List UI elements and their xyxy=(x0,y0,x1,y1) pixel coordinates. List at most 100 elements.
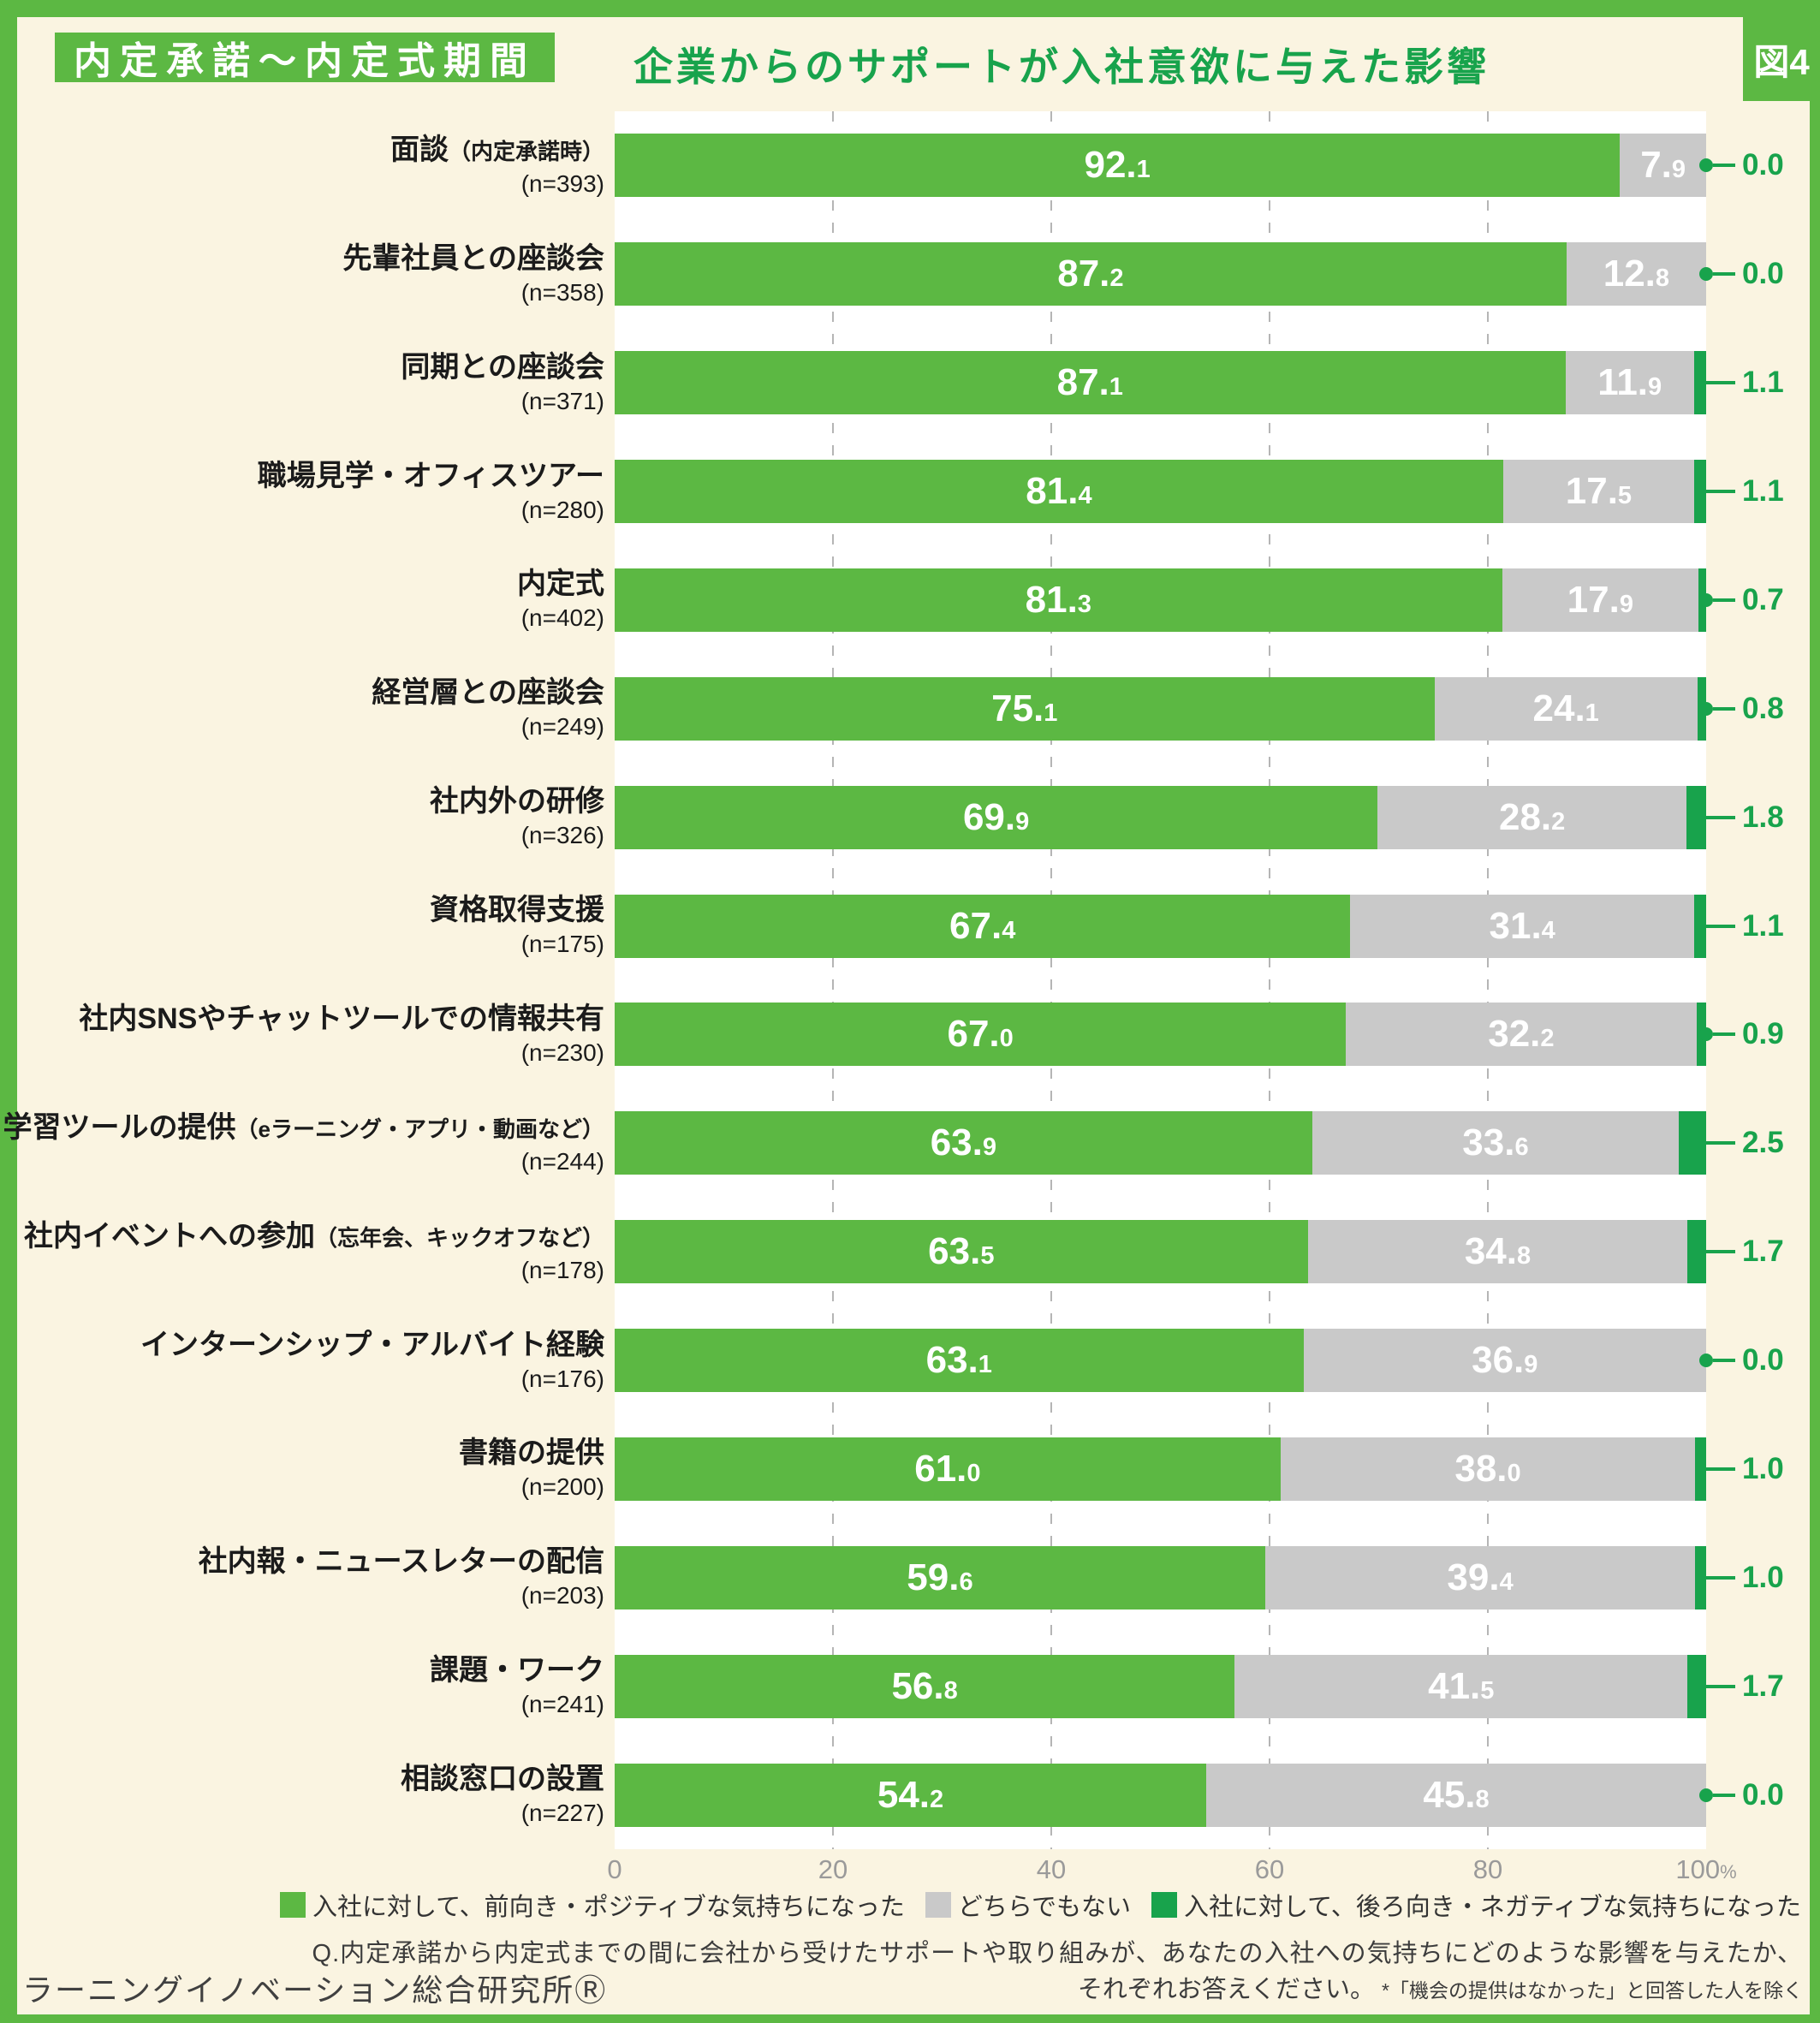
neutral-segment: 38.0 xyxy=(1280,1437,1696,1501)
source-label: ラーニングイノベーション総合研究所Ⓡ xyxy=(22,1972,608,2008)
category-label-main: 課題・ワーク xyxy=(430,1654,604,1687)
bar-stack: 63.5 34.8 xyxy=(615,1220,1706,1284)
neutral-segment: 41.5 xyxy=(1234,1654,1688,1718)
negative-marker-dot xyxy=(1699,158,1713,173)
positive-segment: 59.6 xyxy=(615,1545,1265,1609)
bar-value: 63.1 xyxy=(925,1339,992,1382)
bar-value: 92.1 xyxy=(1084,144,1151,187)
stacked-bar: 81.4 17.5 1.1 xyxy=(615,460,1784,524)
category-sample-size: (n=402) xyxy=(520,604,604,632)
negative-marker-line xyxy=(1713,706,1735,711)
bar-value: 61.0 xyxy=(914,1447,981,1490)
bar-stack: 54.2 45.8 xyxy=(615,1763,1706,1827)
stacked-bar: 67.4 31.4 1.1 xyxy=(615,894,1784,958)
negative-value-label: 1.8 xyxy=(1742,800,1784,834)
category-sample-size: (n=280) xyxy=(520,496,604,523)
category-label-main: 社内報・ニュースレターの配信 xyxy=(198,1545,604,1579)
stacked-bar: 87.2 12.8 0.0 xyxy=(615,242,1784,306)
negative-value-callout: 1.1 xyxy=(1706,909,1784,943)
category-sample-size: (n=241) xyxy=(520,1691,604,1718)
negative-value-callout: 1.7 xyxy=(1706,1235,1784,1269)
positive-segment: 67.0 xyxy=(615,1003,1347,1067)
neutral-segment: 33.6 xyxy=(1311,1111,1680,1175)
positive-segment: 87.2 xyxy=(615,242,1567,306)
bar-row: 81.4 17.5 1.1 xyxy=(615,437,1784,546)
positive-segment: 92.1 xyxy=(615,134,1621,198)
bar-value: 59.6 xyxy=(907,1556,973,1598)
category-sample-size: (n=227) xyxy=(520,1800,604,1827)
bar-stack: 81.4 17.5 xyxy=(615,460,1706,524)
x-tick-label: 0 xyxy=(607,1854,622,1884)
negative-value-callout: 1.0 xyxy=(1706,1452,1784,1486)
stacked-bar: 56.8 41.5 1.7 xyxy=(615,1654,1784,1718)
bar-stack: 59.6 39.4 xyxy=(615,1545,1706,1609)
stacked-bar: 61.0 38.0 1.0 xyxy=(615,1437,1784,1501)
bar-row: 87.2 12.8 0.0 xyxy=(615,220,1784,329)
negative-value-callout: 0.0 xyxy=(1699,148,1784,182)
negative-value-callout: 0.0 xyxy=(1699,1777,1784,1812)
figure-number-badge: 図4 xyxy=(1743,0,1820,101)
legend-swatch xyxy=(1151,1892,1178,1918)
category-label-main: 書籍の提供 xyxy=(459,1437,604,1470)
gridline-20 xyxy=(832,111,834,1849)
bar-row: 87.1 11.9 1.1 xyxy=(615,329,1784,437)
bar-row: 67.4 31.4 1.1 xyxy=(615,872,1784,980)
category-label: 経営層との座談会 (n=249) xyxy=(26,654,604,763)
category-label: 学習ツールの提供（eラーニング・アプリ・動画など） (n=244) xyxy=(3,1089,604,1198)
neutral-segment: 12.8 xyxy=(1566,242,1706,306)
negative-segment xyxy=(1693,351,1706,415)
bar-stack: 63.9 33.6 xyxy=(615,1111,1706,1175)
legend-label: どちらでもない xyxy=(957,1894,1132,1921)
negative-marker-dot xyxy=(1699,267,1713,282)
legend-item: どちらでもない xyxy=(925,1887,1131,1923)
bar-value: 67.0 xyxy=(947,1013,1014,1056)
positive-segment: 63.9 xyxy=(615,1111,1312,1175)
legend-item: 入社に対して、前向き・ポジティブな気持ちになった xyxy=(279,1887,905,1923)
legend-item: 入社に対して、後ろ向き・ネガティブな気持ちになった xyxy=(1151,1887,1801,1923)
negative-value-callout: 0.7 xyxy=(1699,582,1784,617)
negative-value-callout: 1.1 xyxy=(1706,366,1784,400)
bar-row: 69.9 28.2 1.8 xyxy=(615,763,1784,872)
legend-swatch xyxy=(279,1892,306,1918)
negative-value-callout: 0.9 xyxy=(1699,1017,1784,1051)
category-label-main: 相談窓口の設置 xyxy=(401,1763,604,1796)
negative-marker-line xyxy=(1713,164,1735,168)
neutral-segment: 24.1 xyxy=(1434,676,1698,741)
bar-row: 59.6 39.4 1.0 xyxy=(615,1523,1784,1632)
category-label: 社内報・ニュースレターの配信 (n=203) xyxy=(26,1523,604,1632)
bar-value: 32.2 xyxy=(1488,1013,1555,1056)
bar-value: 56.8 xyxy=(891,1664,958,1707)
category-label-main: 資格取得支援 xyxy=(430,894,604,927)
negative-marker-line xyxy=(1713,272,1735,277)
bar-row: 92.1 7.9 0.0 xyxy=(615,111,1784,220)
category-label-main: 面談（内定承諾時） xyxy=(390,133,604,166)
negative-value-label: 0.7 xyxy=(1742,582,1784,616)
category-label-main: 先輩社員との座談会 xyxy=(342,241,604,275)
category-labels: 面談（内定承諾時） (n=393) 先輩社員との座談会 (n=358) 同期との座談会 (… xyxy=(3,111,604,1849)
negative-marker-line xyxy=(1706,815,1735,819)
bar-value: 17.9 xyxy=(1567,578,1633,621)
figure-number-label: 図4 xyxy=(1753,42,1810,82)
negative-value-label: 2.5 xyxy=(1742,1126,1784,1160)
bar-value: 63.9 xyxy=(930,1122,997,1164)
negative-segment xyxy=(1687,1220,1706,1284)
negative-marker-dot xyxy=(1699,592,1713,607)
category-label-main: 社内イベントへの参加（忘年会、キックオフなど） xyxy=(23,1219,604,1252)
negative-value-label: 0.0 xyxy=(1742,1777,1784,1812)
category-label: 社内イベントへの参加（忘年会、キックオフなど） (n=178) xyxy=(23,1198,604,1306)
negative-marker-line xyxy=(1706,490,1735,494)
neutral-segment: 36.9 xyxy=(1303,1329,1706,1393)
positive-segment: 75.1 xyxy=(615,676,1435,741)
category-label: 書籍の提供 (n=200) xyxy=(26,1415,604,1524)
category-label-sub: （忘年会、キックオフなど） xyxy=(314,1224,604,1251)
period-badge: 内定承諾〜内定式期間 xyxy=(55,33,555,82)
stacked-bar: 59.6 39.4 1.0 xyxy=(615,1545,1784,1609)
bar-value: 34.8 xyxy=(1464,1230,1532,1273)
legend: 入社に対して、前向き・ポジティブな気持ちになった どちらでもない 入社に対して、後ろ… xyxy=(279,1887,1801,1923)
x-tick-label: 80 xyxy=(1472,1854,1503,1884)
negative-marker-dot xyxy=(1699,1027,1713,1042)
negative-segment xyxy=(1693,460,1706,524)
positive-segment: 67.4 xyxy=(615,894,1351,958)
bar-value: 81.4 xyxy=(1026,470,1092,513)
